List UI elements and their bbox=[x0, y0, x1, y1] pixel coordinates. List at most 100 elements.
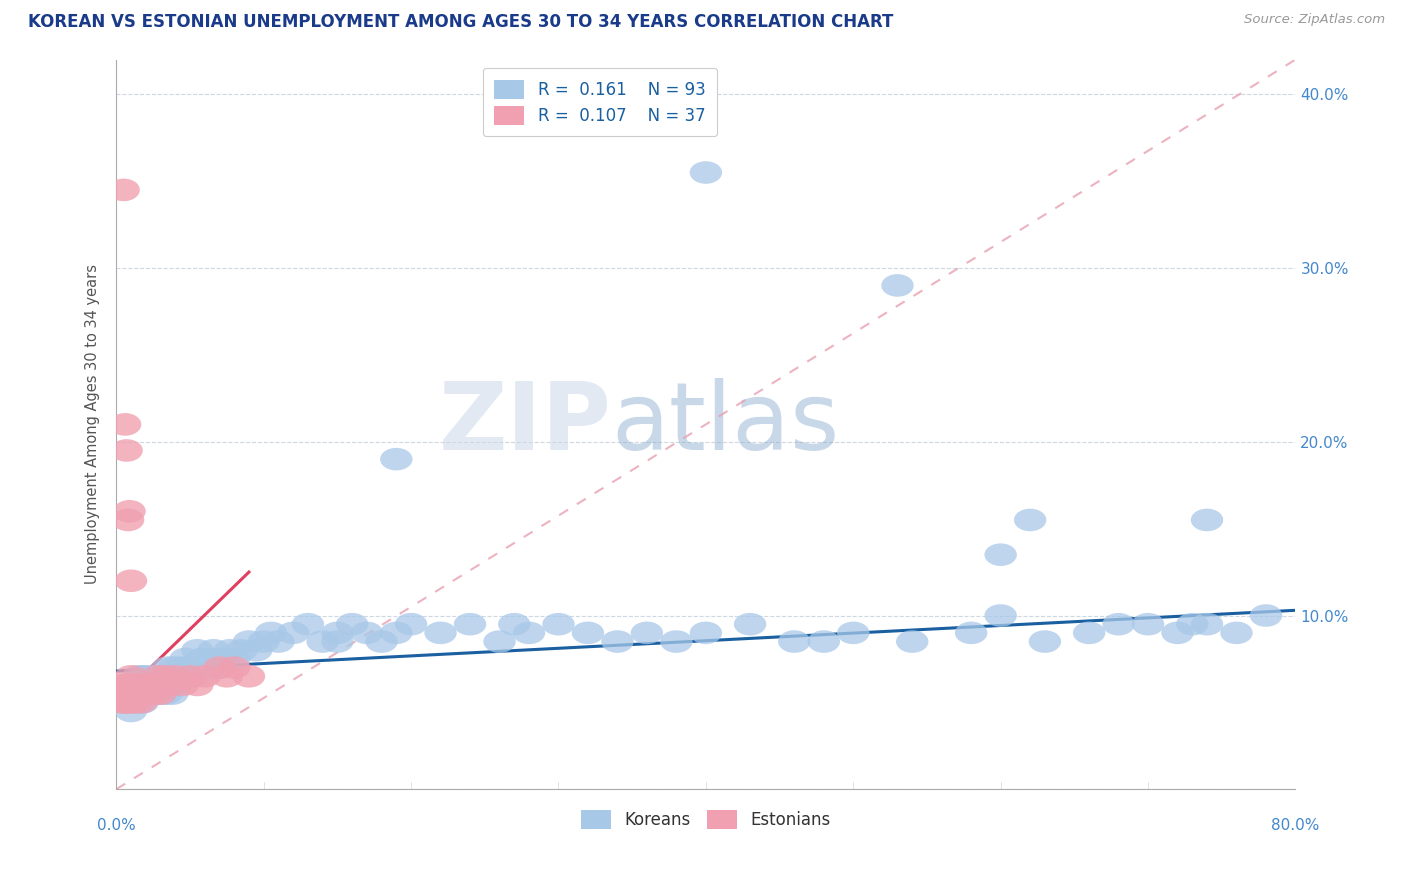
Ellipse shape bbox=[181, 673, 214, 697]
Ellipse shape bbox=[1029, 631, 1062, 653]
Text: atlas: atlas bbox=[612, 378, 839, 470]
Ellipse shape bbox=[129, 665, 162, 688]
Ellipse shape bbox=[380, 622, 412, 644]
Ellipse shape bbox=[159, 665, 191, 688]
Ellipse shape bbox=[1250, 604, 1282, 627]
Ellipse shape bbox=[277, 622, 309, 644]
Ellipse shape bbox=[118, 682, 150, 705]
Ellipse shape bbox=[145, 665, 177, 688]
Ellipse shape bbox=[115, 569, 148, 592]
Ellipse shape bbox=[124, 673, 156, 697]
Ellipse shape bbox=[572, 622, 605, 644]
Ellipse shape bbox=[127, 691, 159, 714]
Ellipse shape bbox=[321, 622, 353, 644]
Ellipse shape bbox=[138, 673, 170, 697]
Ellipse shape bbox=[1102, 613, 1135, 635]
Ellipse shape bbox=[155, 673, 187, 697]
Ellipse shape bbox=[208, 648, 240, 670]
Ellipse shape bbox=[1175, 613, 1209, 635]
Ellipse shape bbox=[307, 631, 339, 653]
Ellipse shape bbox=[837, 622, 869, 644]
Ellipse shape bbox=[166, 673, 198, 697]
Ellipse shape bbox=[211, 665, 243, 688]
Ellipse shape bbox=[118, 673, 150, 697]
Ellipse shape bbox=[117, 682, 149, 705]
Y-axis label: Unemployment Among Ages 30 to 34 years: Unemployment Among Ages 30 to 34 years bbox=[86, 264, 100, 584]
Ellipse shape bbox=[896, 631, 928, 653]
Ellipse shape bbox=[214, 639, 246, 662]
Ellipse shape bbox=[1073, 622, 1105, 644]
Ellipse shape bbox=[1161, 622, 1194, 644]
Ellipse shape bbox=[115, 665, 148, 688]
Ellipse shape bbox=[690, 161, 723, 184]
Ellipse shape bbox=[146, 682, 179, 705]
Ellipse shape bbox=[136, 682, 169, 705]
Ellipse shape bbox=[366, 631, 398, 653]
Ellipse shape bbox=[134, 682, 166, 705]
Ellipse shape bbox=[181, 639, 214, 662]
Ellipse shape bbox=[118, 691, 150, 714]
Ellipse shape bbox=[153, 665, 186, 688]
Ellipse shape bbox=[112, 691, 145, 714]
Ellipse shape bbox=[174, 665, 207, 688]
Ellipse shape bbox=[148, 673, 180, 697]
Ellipse shape bbox=[121, 673, 153, 697]
Ellipse shape bbox=[125, 673, 157, 697]
Ellipse shape bbox=[125, 691, 157, 714]
Ellipse shape bbox=[882, 274, 914, 297]
Ellipse shape bbox=[247, 631, 280, 653]
Ellipse shape bbox=[136, 665, 169, 688]
Ellipse shape bbox=[193, 648, 225, 670]
Ellipse shape bbox=[218, 648, 250, 670]
Ellipse shape bbox=[602, 631, 634, 653]
Ellipse shape bbox=[454, 613, 486, 635]
Ellipse shape bbox=[1132, 613, 1164, 635]
Ellipse shape bbox=[132, 673, 165, 697]
Legend: Koreans, Estonians: Koreans, Estonians bbox=[574, 803, 838, 836]
Ellipse shape bbox=[734, 613, 766, 635]
Ellipse shape bbox=[105, 691, 138, 714]
Ellipse shape bbox=[169, 648, 202, 670]
Ellipse shape bbox=[139, 665, 173, 688]
Ellipse shape bbox=[1191, 613, 1223, 635]
Ellipse shape bbox=[157, 657, 190, 679]
Ellipse shape bbox=[122, 682, 155, 705]
Ellipse shape bbox=[291, 613, 325, 635]
Ellipse shape bbox=[112, 673, 145, 697]
Ellipse shape bbox=[145, 682, 177, 705]
Ellipse shape bbox=[188, 665, 221, 688]
Ellipse shape bbox=[153, 673, 186, 697]
Ellipse shape bbox=[778, 631, 810, 653]
Ellipse shape bbox=[380, 448, 412, 470]
Ellipse shape bbox=[395, 613, 427, 635]
Ellipse shape bbox=[135, 673, 167, 697]
Text: 0.0%: 0.0% bbox=[97, 818, 135, 833]
Ellipse shape bbox=[955, 622, 987, 644]
Ellipse shape bbox=[233, 665, 266, 688]
Ellipse shape bbox=[111, 439, 143, 462]
Ellipse shape bbox=[150, 682, 183, 705]
Ellipse shape bbox=[160, 673, 193, 697]
Ellipse shape bbox=[124, 682, 156, 705]
Ellipse shape bbox=[142, 665, 174, 688]
Ellipse shape bbox=[254, 622, 287, 644]
Ellipse shape bbox=[631, 622, 664, 644]
Text: Source: ZipAtlas.com: Source: ZipAtlas.com bbox=[1244, 13, 1385, 27]
Ellipse shape bbox=[128, 682, 160, 705]
Ellipse shape bbox=[1220, 622, 1253, 644]
Ellipse shape bbox=[114, 682, 146, 705]
Ellipse shape bbox=[240, 639, 273, 662]
Ellipse shape bbox=[159, 665, 191, 688]
Ellipse shape bbox=[984, 543, 1017, 566]
Ellipse shape bbox=[661, 631, 693, 653]
Ellipse shape bbox=[138, 682, 170, 705]
Ellipse shape bbox=[107, 673, 139, 697]
Ellipse shape bbox=[225, 639, 257, 662]
Ellipse shape bbox=[112, 508, 145, 532]
Ellipse shape bbox=[177, 665, 209, 688]
Ellipse shape bbox=[131, 682, 163, 705]
Ellipse shape bbox=[114, 500, 146, 523]
Ellipse shape bbox=[984, 604, 1017, 627]
Ellipse shape bbox=[127, 682, 159, 705]
Ellipse shape bbox=[336, 613, 368, 635]
